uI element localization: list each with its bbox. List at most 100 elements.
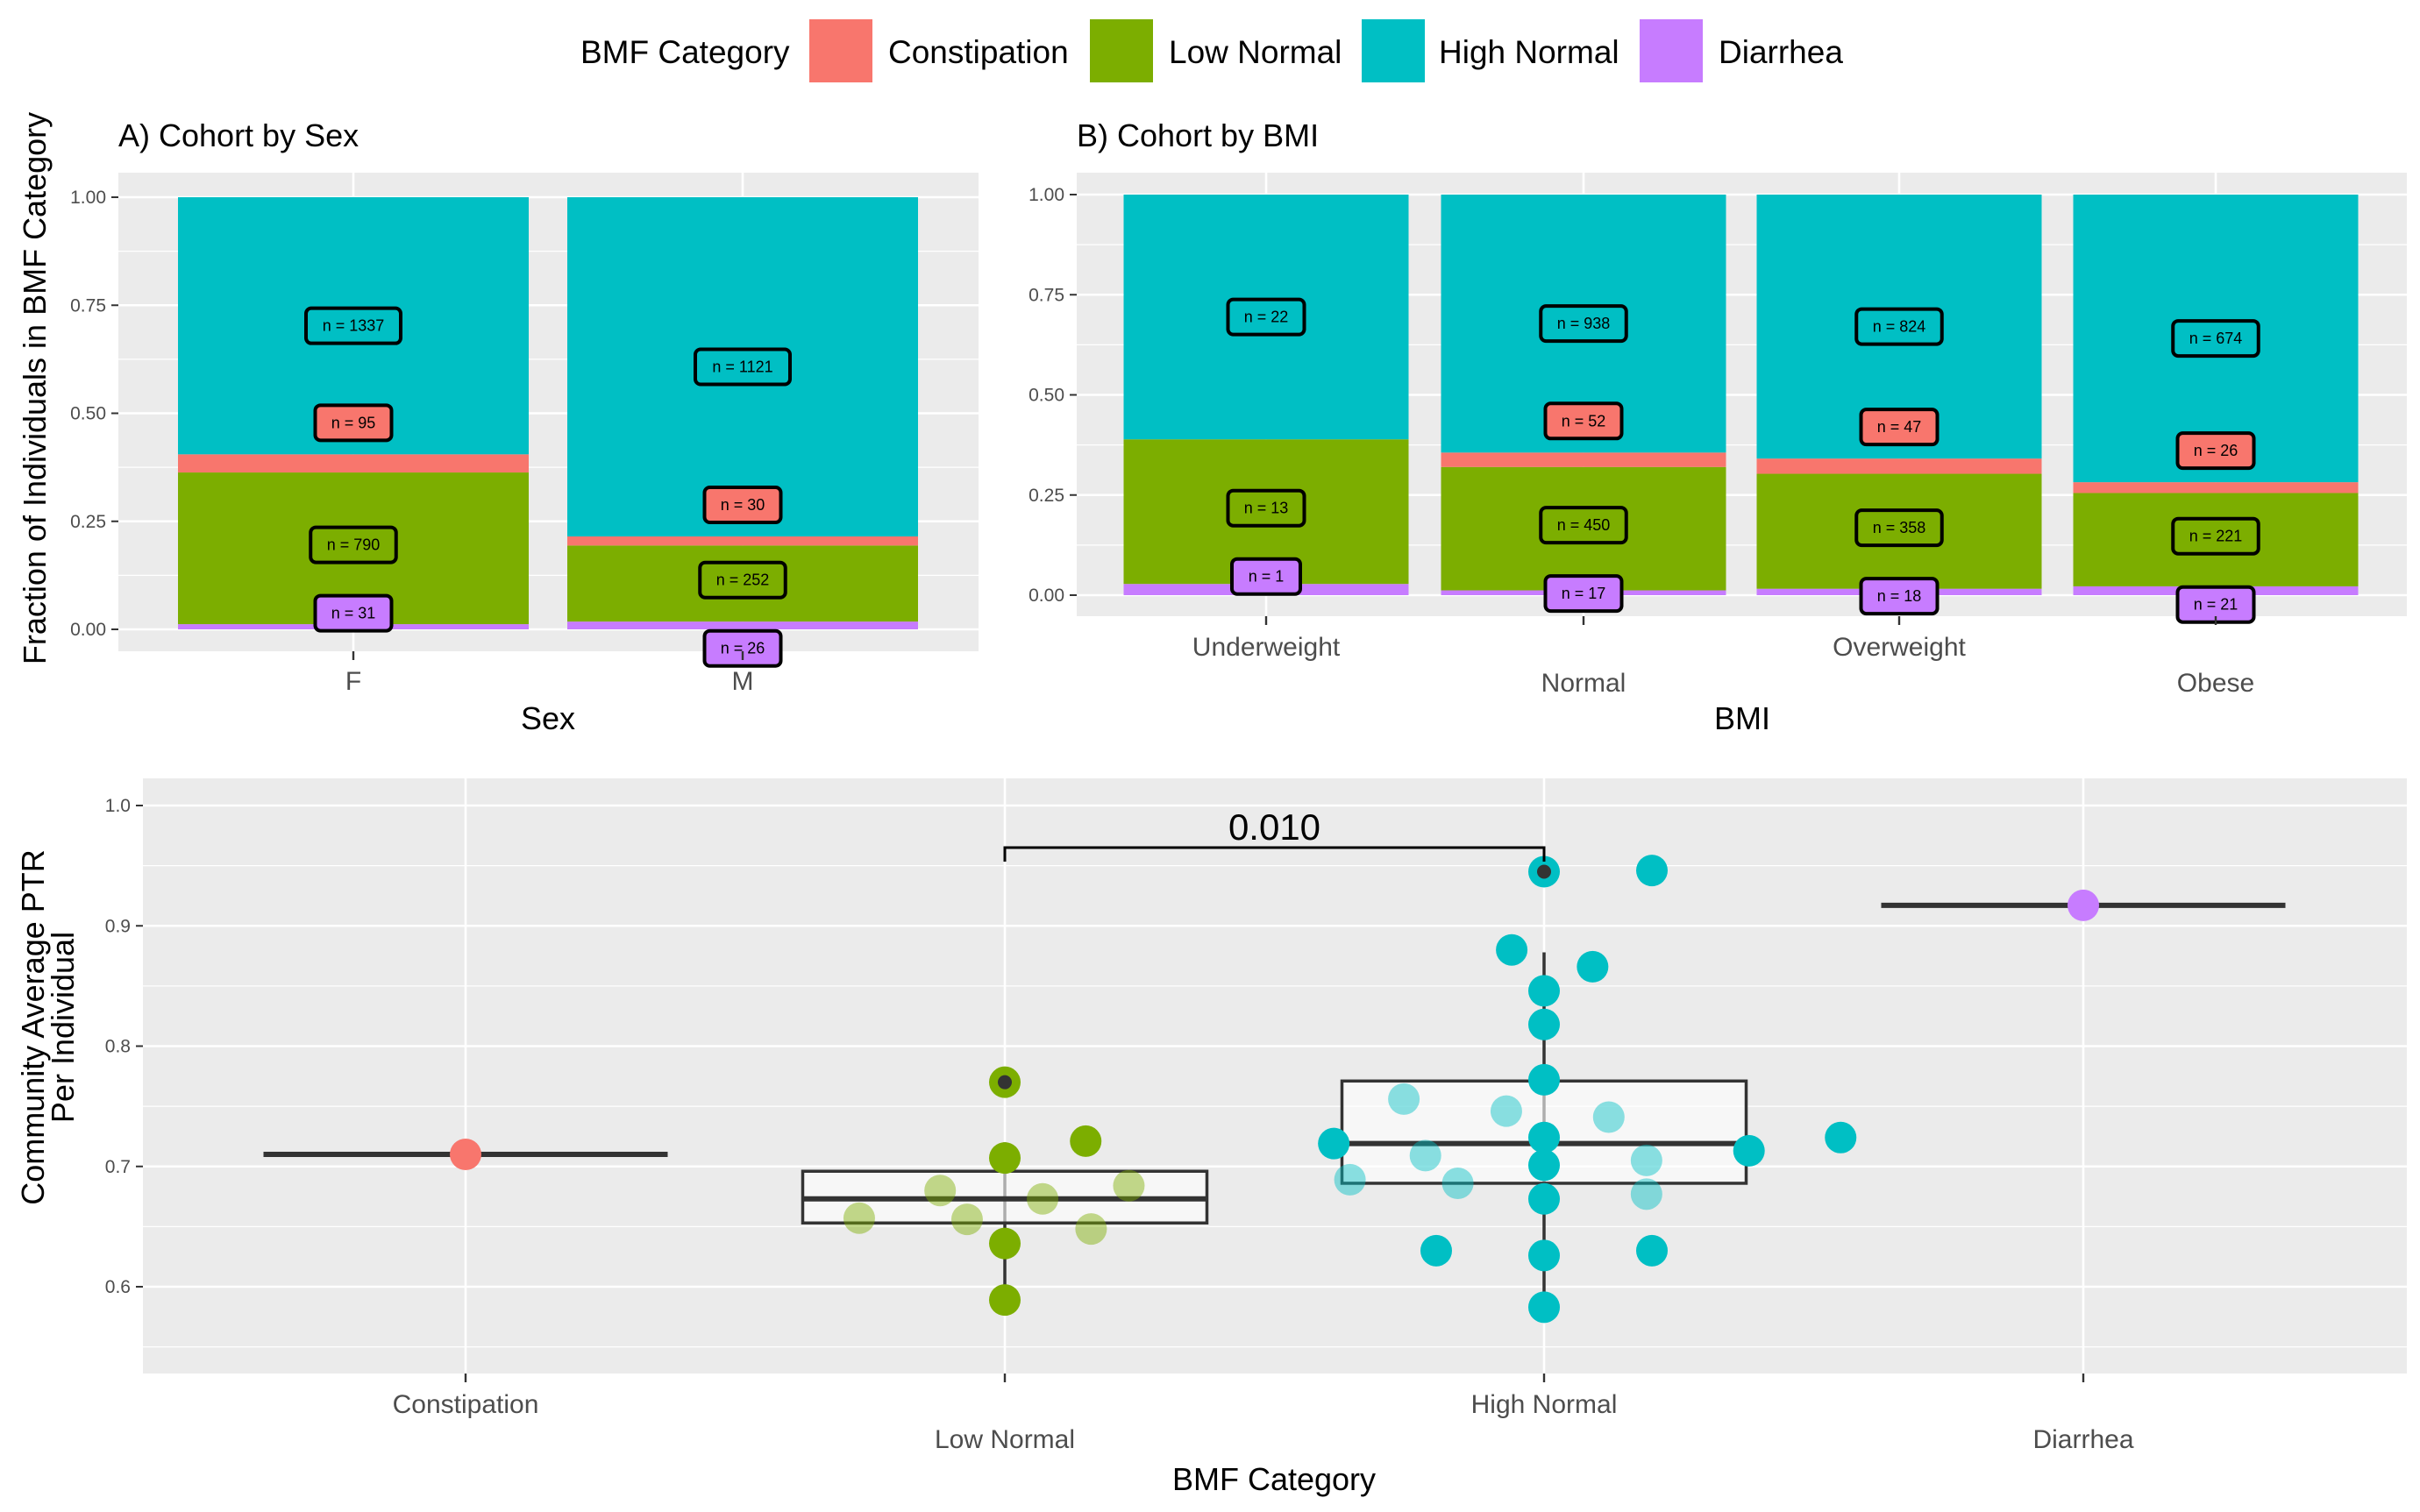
point-low-normal-11: [1113, 1169, 1145, 1202]
point-high-normal-21: [1528, 975, 1560, 1007]
panelB-count-obese-constipation: n = 26: [2194, 442, 2238, 459]
panelB-count-normal-high-normal: n = 938: [1557, 315, 1611, 332]
point-high-normal-30: [1592, 1101, 1625, 1133]
point-high-normal-18: [1490, 1095, 1522, 1127]
panelA-y-tick-label: 1.00: [70, 188, 106, 208]
panelB-count-obese-high-normal-box: [2171, 319, 2260, 358]
panel-c-x-tick-low-normal: Low Normal: [935, 1425, 1075, 1454]
panelB-count-obese-low-normal-box: [2171, 516, 2260, 556]
panel-a-title: A) Cohort by Sex: [118, 117, 359, 153]
point-high-normal-32: [1630, 1178, 1662, 1210]
panelB-count-underweight-low-normal: n = 13: [1244, 500, 1289, 517]
panelA-count-m-diarrhea-box: [702, 628, 783, 668]
panel-a-sex: 0.00 0.25 0.50 0.75 1.00 n = 1337 n = 95 n = 79…: [70, 173, 979, 696]
significance-pvalue: 0.010: [1228, 806, 1320, 848]
panel-c-y-tick-label: 1.0: [105, 796, 131, 816]
point-low-normal-7: [989, 1284, 1021, 1317]
panelB-count-underweight-low-normal-box: [1226, 488, 1306, 528]
panelB-count-underweight-high-normal-box: [1226, 297, 1306, 337]
legend: BMF Category Constipation Low Normal Hig…: [580, 19, 1843, 82]
point-high-normal-14: [1388, 1083, 1420, 1115]
panelA-count-f-diarrhea: n = 31: [331, 605, 376, 622]
panelB-count-overweight-diarrhea: n = 18: [1877, 587, 1922, 605]
panelB-bar-overweight-constipation: [1756, 458, 2042, 474]
panelB-count-overweight-constipation-box: [1859, 408, 1940, 447]
panelA-count-f-high-normal: n = 1337: [323, 317, 385, 335]
panelA-count-f-high-normal-box: [304, 306, 402, 345]
legend-key-low-normal: [1090, 19, 1153, 82]
panelB-y-tick-label: 0.50: [1028, 386, 1064, 406]
legend-key-high-normal: [1362, 19, 1425, 82]
point-high-normal-29: [1577, 950, 1609, 983]
boxplot-low-normal-outlier-dot: [998, 1075, 1012, 1090]
point-high-normal-27: [1528, 1239, 1560, 1272]
panelB-y-tick-label: 1.00: [1028, 185, 1064, 205]
panelB-count-overweight-high-normal: n = 824: [1873, 318, 1926, 336]
panelB-count-obese-constipation-box: [2175, 431, 2256, 471]
panelA-count-f-diarrhea-box: [313, 593, 394, 633]
panel-c-y-tick-label: 0.8: [105, 1037, 131, 1057]
panel-b-x-axis-title: BMI: [1714, 700, 1770, 736]
panel-a-x-axis-title: Sex: [521, 700, 575, 736]
panelB-count-normal-low-normal-box: [1539, 506, 1628, 545]
panelA-count-m-high-normal: n = 1121: [712, 358, 772, 376]
point-low-normal-2: [924, 1175, 957, 1207]
panel-c-background: [143, 778, 2407, 1374]
point-high-normal-22: [1528, 1008, 1560, 1040]
panelB-bar-obese-constipation: [2073, 482, 2359, 493]
point-high-normal-12: [1318, 1127, 1350, 1160]
point-low-normal-10: [1075, 1213, 1107, 1246]
panelA-count-f-low-normal: n = 790: [327, 536, 381, 554]
point-high-normal-25: [1528, 1149, 1560, 1182]
panel-c-x-tick-constipation: Constipation: [393, 1390, 539, 1419]
panelB-count-normal-diarrhea-box: [1543, 574, 1624, 614]
panel-c-y-tick-label: 0.7: [105, 1157, 131, 1177]
point-low-normal-5: [989, 1142, 1021, 1175]
legend-title: BMF Category: [580, 34, 790, 70]
point-low-normal-9: [1070, 1125, 1102, 1157]
legend-label-diarrhea: Diarrhea: [1719, 34, 1843, 70]
point-high-normal-34: [1636, 855, 1668, 887]
panelA-bar-m-diarrhea: [567, 621, 918, 629]
point-high-normal-26: [1528, 1182, 1560, 1215]
panel-c-x-axis-title: BMF Category: [1172, 1461, 1376, 1497]
panel-c-y-tick-label: 0.6: [105, 1277, 131, 1297]
point-high-normal-16: [1420, 1234, 1452, 1267]
panelA-bar-m-constipation: [567, 536, 918, 546]
legend-label-high-normal: High Normal: [1439, 34, 1619, 70]
point-high-normal-31: [1630, 1144, 1662, 1176]
legend-key-constipation: [809, 19, 872, 82]
panelA-count-m-low-normal: n = 252: [716, 571, 770, 589]
panelB-y-tick-label: 0.75: [1028, 285, 1064, 305]
panelB-count-overweight-low-normal-box: [1854, 508, 1944, 548]
panel-c-y-axis-title-line2: Per Individual: [45, 932, 81, 1123]
panel-c-x-tick-diarrhea: Diarrhea: [2032, 1425, 2133, 1454]
panelB-count-obese-low-normal: n = 221: [2189, 528, 2243, 545]
panelB-count-underweight-high-normal: n = 22: [1244, 309, 1289, 326]
boxplot-high-normal-outlier-dot: [1537, 864, 1551, 879]
panelA-x-tick-f: F: [345, 667, 361, 696]
panelB-count-obese-diarrhea: n = 21: [2194, 596, 2238, 614]
panelB-count-underweight-diarrhea: n = 1: [1249, 568, 1285, 586]
panelA-y-tick-label: 0.00: [70, 620, 106, 640]
panelB-bar-normal-constipation: [1441, 452, 1726, 467]
significance-bracket: [1003, 846, 1546, 862]
panelB-count-underweight-diarrhea-box: [1230, 557, 1302, 596]
panel-c-y-tick-label: 0.9: [105, 916, 131, 936]
panel-c-y-axis-title-line1: Community Average PTR: [15, 849, 51, 1205]
panelB-x-tick-normal: Normal: [1541, 669, 1626, 698]
panelA-y-tick-label: 0.50: [70, 404, 106, 424]
panelB-count-overweight-high-normal-box: [1854, 307, 1944, 346]
panelB-x-tick-obese: Obese: [2177, 669, 2254, 698]
panelA-count-m-constipation: n = 30: [721, 496, 765, 514]
panelB-count-normal-constipation-box: [1543, 401, 1624, 441]
panelA-y-tick-label: 0.25: [70, 512, 106, 532]
point-high-normal-15: [1409, 1139, 1441, 1172]
point-high-normal-28: [1528, 1291, 1560, 1324]
panelB-x-tick-overweight: Overweight: [1833, 633, 1966, 662]
point-high-normal-33: [1636, 1234, 1668, 1267]
panel-c-ptr: 0.6 0.7 0.8 0.9 1.0 0.010 Constipation Low Norm…: [105, 778, 2407, 1454]
point-high-normal-35: [1733, 1134, 1765, 1167]
panel-c-x-tick-high-normal: High Normal: [1471, 1390, 1618, 1419]
panelA-count-m-constipation-box: [702, 486, 783, 525]
